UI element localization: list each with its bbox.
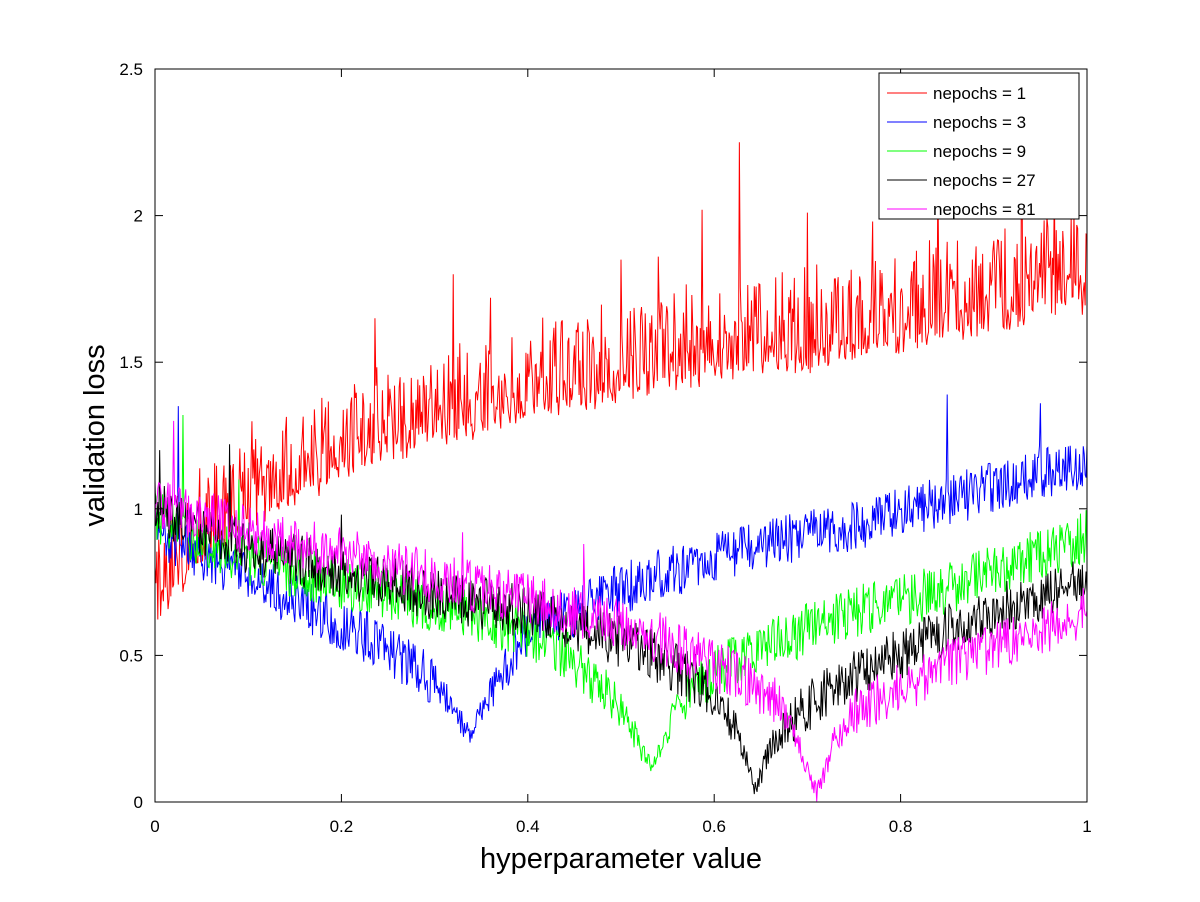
plot-lines (154, 89, 1088, 802)
legend-entry: nepochs = 1 (933, 84, 1026, 103)
y-tick-label: 0 (134, 793, 143, 812)
x-tick-label: 0.8 (889, 817, 913, 836)
legend: nepochs = 1 nepochs = 3 nepochs = 9 nepochs… (878, 72, 1080, 220)
series-line-5 (154, 420, 1088, 802)
series-line-1 (154, 89, 1088, 620)
series-line-3 (154, 414, 1088, 772)
x-tick-label: 0.2 (330, 817, 354, 836)
x-tick-label: 0.6 (702, 817, 726, 836)
legend-box (878, 72, 1080, 220)
legend-entry: nepochs = 3 (933, 113, 1026, 132)
x-tick-label: 0 (150, 817, 159, 836)
x-axis-label: hyperparameter value (480, 843, 762, 875)
x-tick-label: 1 (1082, 817, 1091, 836)
x-tick-label: 0.4 (516, 817, 540, 836)
y-tick-label: 2.5 (119, 60, 143, 79)
legend-entry: nepochs = 27 (933, 171, 1036, 190)
y-tick-label: 0.5 (119, 646, 143, 665)
axis-ticks: 0 0.2 0.4 0.6 0.8 1 0 0.5 1 1.5 2 2.5 (119, 60, 1091, 836)
y-axis-label: validation loss (79, 344, 111, 526)
series-line-2 (154, 394, 1088, 743)
legend-entry: nepochs = 9 (933, 142, 1026, 161)
legend-entry: nepochs = 81 (933, 200, 1036, 219)
y-tick-label: 1 (134, 500, 143, 519)
axes-frame (154, 68, 1088, 803)
y-tick-label: 2 (134, 207, 143, 226)
y-tick-label: 1.5 (119, 353, 143, 372)
